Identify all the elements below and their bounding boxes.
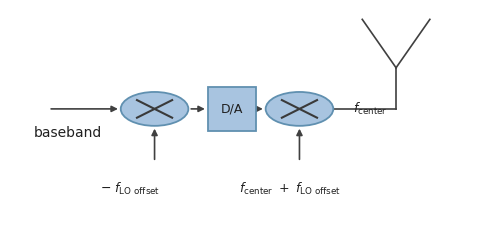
Text: $f_{\rm center}$: $f_{\rm center}$ [353, 101, 387, 117]
Bar [208, 87, 256, 131]
Circle shape [266, 92, 333, 126]
Circle shape [121, 92, 188, 126]
Text: $-\ f_{\rm LO\ offset}$: $-\ f_{\rm LO\ offset}$ [100, 181, 160, 197]
Text: $f_{\rm center}\ +\ f_{\rm LO\ offset}$: $f_{\rm center}\ +\ f_{\rm LO\ offset}$ [239, 181, 341, 197]
Text: baseband: baseband [34, 126, 102, 140]
Text: D/A: D/A [221, 102, 243, 115]
